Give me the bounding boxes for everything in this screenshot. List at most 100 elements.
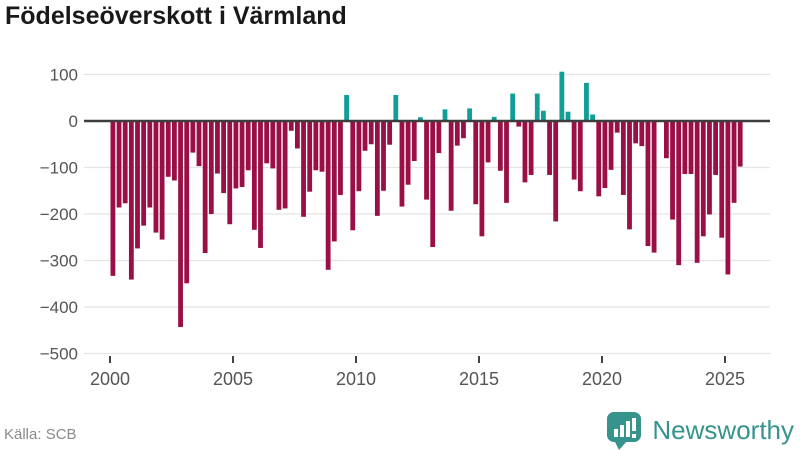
quarter-bar bbox=[165, 121, 171, 177]
y-tick-label: 100 bbox=[50, 66, 78, 85]
quarter-bar bbox=[331, 121, 337, 242]
y-tick-label: −400 bbox=[40, 298, 78, 317]
quarter-bar bbox=[233, 121, 239, 189]
newsworthy-wordmark: Newsworthy bbox=[652, 415, 794, 445]
quarter-bar bbox=[258, 121, 263, 248]
quarter-bar bbox=[264, 121, 270, 164]
quarter-bar bbox=[153, 121, 159, 233]
quarter-bar bbox=[178, 121, 183, 327]
y-tick-label: −300 bbox=[40, 252, 78, 271]
x-tick-label: 2010 bbox=[336, 369, 376, 389]
quarter-bar bbox=[688, 121, 694, 175]
quarter-bar bbox=[553, 121, 559, 222]
quarter-bar bbox=[313, 121, 319, 171]
quarter-bar bbox=[196, 121, 202, 167]
quarter-bar bbox=[467, 108, 472, 121]
quarter-bar bbox=[731, 121, 737, 203]
quarter-bar bbox=[707, 121, 712, 215]
quarter-bar bbox=[510, 93, 516, 121]
quarter-bar bbox=[516, 121, 522, 127]
quarter-bar bbox=[147, 121, 153, 208]
x-tick-label: 2015 bbox=[459, 369, 499, 389]
newsworthy-bubble-chart-icon bbox=[607, 412, 642, 450]
quarter-bar bbox=[387, 121, 393, 145]
quarter-bar bbox=[141, 121, 147, 226]
quarter-bar bbox=[350, 121, 356, 231]
quarter-bar bbox=[356, 121, 362, 192]
quarter-bar bbox=[245, 121, 251, 171]
quarter-bar bbox=[442, 109, 448, 121]
quarter-bar bbox=[295, 121, 300, 149]
quarter-bar bbox=[633, 121, 639, 144]
quarter-bar bbox=[565, 111, 571, 121]
quarter-bar bbox=[338, 121, 343, 195]
quarter-bar bbox=[202, 121, 208, 254]
quarter-bar bbox=[676, 121, 682, 266]
quarter-bar bbox=[541, 110, 546, 121]
quarter-bar bbox=[479, 121, 485, 237]
quarter-bar bbox=[596, 121, 602, 197]
quarter-bar bbox=[190, 121, 196, 153]
newsworthy-logo: Newsworthy bbox=[606, 411, 794, 450]
quarter-bar bbox=[288, 121, 294, 131]
axes: 100 0 −100 −200 −300 −400 −500 2000 2005 2010 2015… bbox=[40, 66, 770, 389]
quarter-bar bbox=[424, 121, 429, 200]
quarter-bar bbox=[344, 94, 349, 121]
quarter-bar bbox=[221, 121, 226, 194]
quarter-bar bbox=[184, 121, 190, 284]
quarter-bar bbox=[571, 121, 577, 180]
quarter-bar bbox=[239, 121, 245, 188]
quarter-bar bbox=[282, 121, 288, 209]
quarter-bar bbox=[276, 121, 282, 210]
quarter-bar bbox=[436, 121, 442, 154]
quarter-bar bbox=[620, 121, 626, 195]
quarter-bar bbox=[325, 121, 331, 270]
quarter-bar bbox=[368, 121, 374, 145]
quarter-bar bbox=[411, 121, 417, 161]
quarter-bar bbox=[504, 121, 509, 203]
quarter-bar bbox=[319, 121, 325, 172]
quarter-bar bbox=[208, 121, 214, 214]
quarter-bar bbox=[602, 121, 608, 188]
quarter-bar bbox=[473, 121, 479, 205]
quarter-bar bbox=[301, 121, 306, 217]
quarter-bar bbox=[448, 121, 454, 211]
quarter-bar bbox=[159, 121, 165, 240]
quarter-bar bbox=[534, 93, 540, 121]
quarter-bar bbox=[670, 121, 675, 220]
x-tick-label: 2000 bbox=[90, 369, 130, 389]
quarter-bar bbox=[614, 121, 620, 133]
quarter-bar bbox=[418, 117, 423, 121]
y-tick-label: −100 bbox=[40, 159, 78, 178]
quarter-bar bbox=[399, 121, 405, 207]
quarter-bar bbox=[577, 121, 583, 192]
quarter-bar bbox=[737, 121, 743, 167]
quarter-bar bbox=[405, 121, 411, 185]
quarter-bar bbox=[381, 121, 386, 191]
quarter-bar bbox=[110, 121, 116, 276]
quarter-bar bbox=[651, 121, 657, 253]
chart-title: Födelseöverskott i Värmland bbox=[5, 2, 347, 30]
quarter-bar bbox=[362, 121, 368, 151]
quarter-bar bbox=[270, 121, 276, 169]
quarter-bar bbox=[122, 121, 128, 204]
quarter-bar bbox=[700, 121, 706, 237]
quarter-bar bbox=[713, 121, 718, 175]
quarter-bar bbox=[719, 121, 725, 238]
quarter-bar bbox=[547, 121, 552, 175]
quarter-bar bbox=[215, 121, 220, 174]
quarter-bar bbox=[497, 121, 503, 171]
quarter-bar bbox=[639, 121, 645, 147]
quarter-bar bbox=[430, 121, 436, 248]
quarter-bar bbox=[682, 121, 688, 175]
quarter-bar bbox=[584, 82, 589, 121]
quarter-bar bbox=[645, 121, 651, 247]
source-note: Källa: SCB bbox=[4, 426, 77, 443]
quarter-bar bbox=[393, 94, 399, 121]
x-tick-label: 2020 bbox=[582, 369, 622, 389]
quarter-bar bbox=[454, 121, 460, 146]
x-tick-label: 2005 bbox=[213, 369, 253, 389]
quarter-bar bbox=[461, 121, 466, 139]
